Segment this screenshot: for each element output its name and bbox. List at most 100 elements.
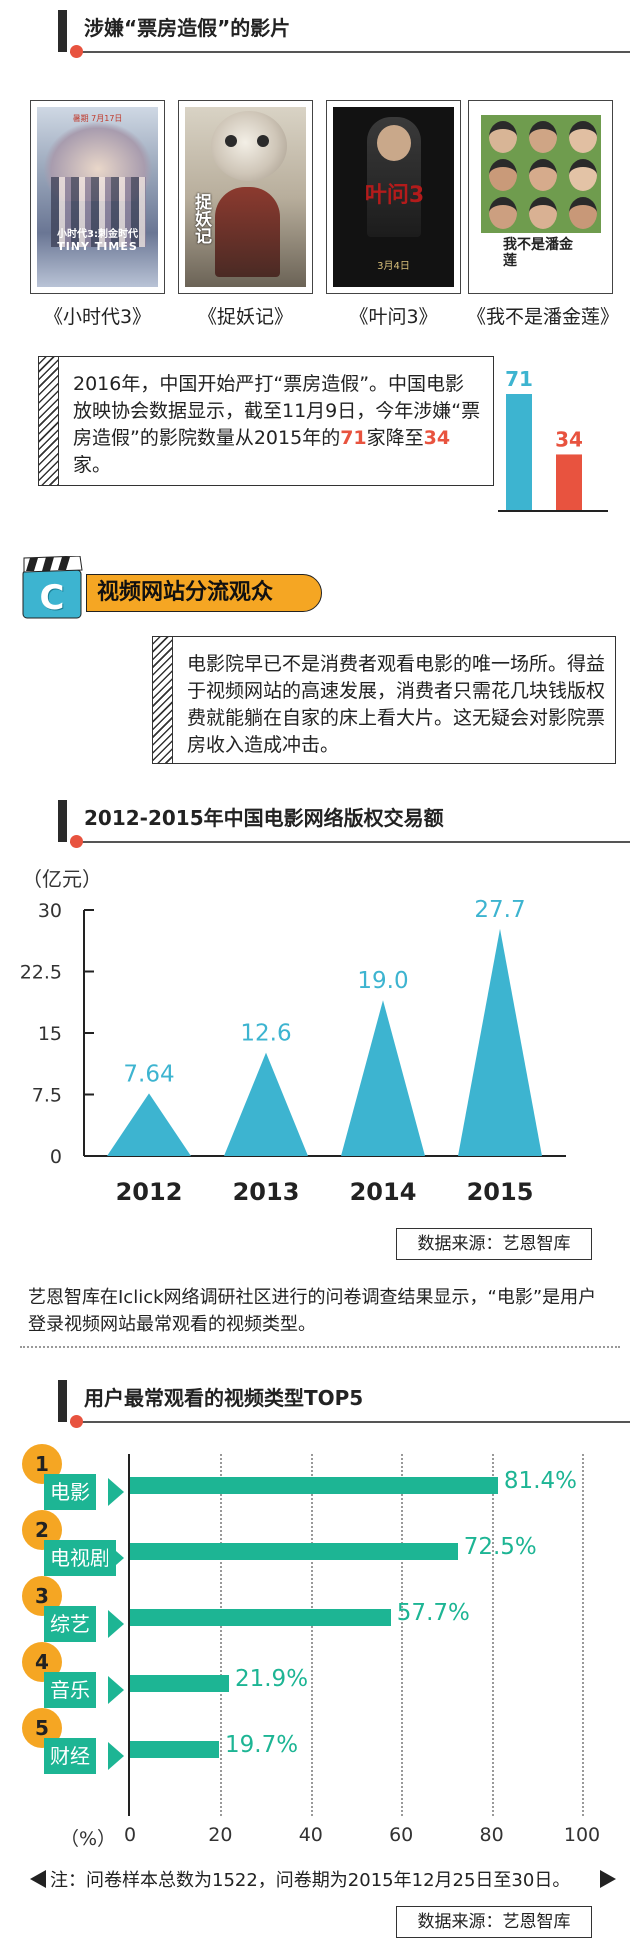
x-tick-label: 40: [298, 1824, 323, 1846]
header-dot: [70, 835, 83, 848]
y-tick-label: 15: [38, 1023, 62, 1045]
poster-face: [529, 159, 557, 191]
y-axis: [128, 1454, 130, 1816]
grid-line: [582, 1454, 584, 1816]
triangle-bar: [458, 928, 542, 1156]
grid-line: [401, 1454, 404, 1816]
horizontal-bar: [130, 1741, 220, 1758]
data-label: 7.64: [123, 1061, 174, 1087]
arrow-right-icon: [600, 1870, 616, 1888]
grid-line: [491, 1454, 494, 1816]
y-tick-label: 0: [50, 1146, 62, 1168]
data-label: 27.7: [474, 897, 525, 923]
header-dot: [70, 1415, 83, 1428]
poster-subtitle: TINY TIMES: [57, 240, 138, 253]
triangle-bar: [224, 1052, 308, 1156]
survey-paragraph: 艺恩智库在Iclick网络调研社区进行的问卷调查结果显示，“电影”是用户登录视频…: [28, 1287, 597, 1335]
rank-label: 电影: [44, 1474, 96, 1510]
copyright-chart: 0 7.5 15 22.5 30 7.64 2012 12.6 2013 19.0 2014 27.7…: [0, 880, 640, 1220]
x-tick-label: 20: [208, 1824, 233, 1846]
section-title: 2012-2015年中国电影网络版权交易额: [84, 806, 444, 830]
clapperboard-icon: [22, 556, 83, 619]
header-dot: [70, 45, 83, 58]
label-pointer: [108, 1610, 124, 1638]
section-title: 涉嫌“票房造假”的影片: [84, 16, 291, 40]
data-label: 12.6: [240, 1021, 291, 1047]
rank-label: 电视剧: [44, 1540, 116, 1576]
section-header-copyright: 2012-2015年中国电影网络版权交易额: [58, 800, 630, 850]
poster-face: [569, 121, 597, 153]
rank-label: 综艺: [44, 1606, 96, 1642]
header-rule: [70, 1421, 630, 1423]
value-2015: 71: [340, 427, 367, 449]
horizontal-bar: [130, 1675, 229, 1692]
source-label: 数据来源：艺恩智库: [396, 1906, 592, 1938]
poster-tiny-times-3: 小时代3:刺金时代 TINY TIMES 暑期 7月17日: [30, 100, 165, 294]
x-tick-label: 80: [479, 1824, 504, 1846]
x-tick-label: 60: [389, 1824, 414, 1846]
footnote-text: 注：问卷样本总数为1522，问卷期为2015年12月25日至30日。: [50, 1870, 571, 1891]
header-bar: [58, 10, 67, 52]
triangle-bar: [341, 1000, 425, 1156]
video-sites-note-box: 电影院早已不是消费者观看电影的唯一场所。得益于视频网站的高速发展，消费者只需花几…: [152, 636, 616, 764]
section-header-top5: 用户最常观看的视频类型TOP5: [58, 1380, 630, 1430]
grid-line: [220, 1454, 223, 1816]
label-pointer: [108, 1478, 124, 1506]
section-header-fraud-films: 涉嫌“票房造假”的影片: [58, 10, 630, 60]
mini-bar: [556, 454, 582, 510]
header-bar: [58, 800, 67, 842]
label-pointer: [108, 1544, 124, 1572]
label-pointer: [108, 1676, 124, 1704]
video-type-chart: 0 20 40 60 80 100 （%） 1 电影 81.4% 2 电视剧 72.5% 3 综艺 57.7%…: [0, 1440, 640, 1850]
poster-face: [569, 159, 597, 191]
cinema-count-mini-chart: 71 34: [498, 367, 608, 512]
source-label: 数据来源：艺恩智库: [396, 1228, 592, 1260]
poster-i-am-not-madame-bovary: 我不是潘金莲: [468, 100, 613, 294]
section-title: 视频网站分流观众: [86, 574, 322, 612]
section-banner-video-sites: C 视频网站分流观众: [22, 556, 322, 620]
poster-title: 小时代3:刺金时代: [57, 229, 138, 240]
poster-title: 捉妖记: [191, 193, 211, 244]
mini-bar-label: 34: [555, 427, 583, 451]
poster-subtitle: 3月4日: [377, 261, 410, 272]
poster-title: 我不是潘金莲: [503, 237, 573, 269]
data-label: 21.9%: [234, 1666, 309, 1692]
x-tick-label: 2015: [467, 1178, 534, 1206]
poster-title: 叶问3: [364, 183, 425, 208]
video-sites-note-text: 电影院早已不是消费者观看电影的唯一场所。得益于视频网站的高速发展，消费者只需花几…: [187, 653, 606, 756]
section-letter: C: [39, 578, 65, 618]
y-tick-label: 22.5: [20, 962, 62, 984]
copyright-chart-svg: 0 7.5 15 22.5 30 7.64 2012 12.6 2013 19.0 2014 27.7…: [20, 897, 566, 1206]
horizontal-bar: [130, 1543, 458, 1560]
value-2016: 34: [423, 427, 451, 449]
poster-face: [489, 121, 517, 153]
footnote-row: 注：问卷样本总数为1522，问卷期为2015年12月25日至30日。: [30, 1866, 620, 1892]
fraud-note-box: 2016年，中国开始严打“票房造假”。中国电影放映协会数据显示，截至11月9日，…: [38, 356, 494, 486]
x-tick-label: 0: [123, 1824, 137, 1846]
section-title: 用户最常观看的视频类型TOP5: [84, 1386, 364, 1410]
rank-label: 音乐: [44, 1672, 96, 1708]
data-label: 72.5%: [463, 1534, 537, 1560]
data-label: 57.7%: [396, 1600, 470, 1626]
header-rule: [70, 841, 630, 843]
mini-bar: [506, 394, 532, 510]
x-tick-label: 2013: [233, 1178, 300, 1206]
header-bar: [58, 1380, 67, 1422]
poster-ip-man-3: 叶问3 3月4日: [326, 100, 461, 294]
poster-face: [489, 197, 517, 229]
x-tick-label: 100: [563, 1824, 601, 1846]
x-tick-label: 2012: [116, 1178, 183, 1206]
poster-face: [529, 121, 557, 153]
x-axis-unit: （%）: [60, 1828, 117, 1850]
data-label: 19.0: [357, 968, 408, 994]
horizontal-bar: [130, 1477, 498, 1494]
poster-monster-hunt: 捉妖记: [178, 100, 313, 294]
horizontal-bar: [130, 1609, 391, 1626]
film-caption: 《我不是潘金莲》: [466, 306, 619, 328]
y-axis-unit: （亿元）: [22, 867, 102, 891]
label-pointer: [108, 1742, 124, 1770]
triangle-bar: [107, 1093, 191, 1156]
dotted-divider: [20, 1346, 620, 1348]
rank-label: 财经: [44, 1738, 96, 1774]
y-tick-label: 7.5: [32, 1085, 62, 1107]
